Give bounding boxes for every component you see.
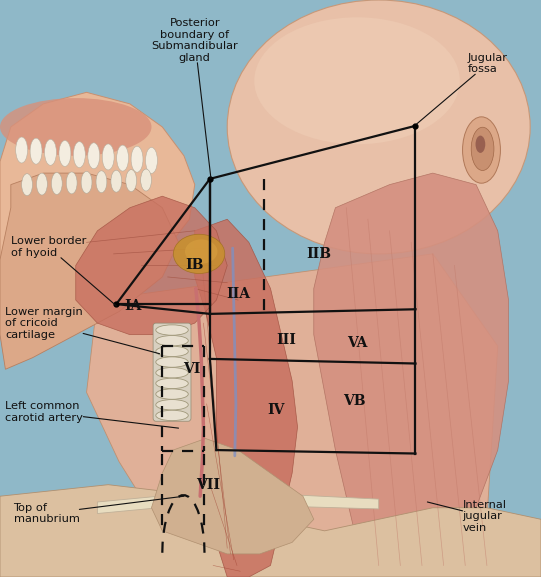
Ellipse shape: [156, 400, 188, 410]
Polygon shape: [151, 439, 314, 554]
Ellipse shape: [185, 239, 217, 264]
Polygon shape: [97, 493, 379, 514]
Ellipse shape: [227, 0, 530, 254]
Text: IIA: IIA: [226, 287, 250, 301]
Text: VA: VA: [347, 336, 367, 350]
Text: Jugular
fossa: Jugular fossa: [417, 53, 508, 124]
Text: III: III: [277, 334, 296, 347]
Text: Left common
carotid artery: Left common carotid artery: [5, 401, 179, 428]
Ellipse shape: [156, 357, 188, 368]
Ellipse shape: [117, 145, 129, 171]
Ellipse shape: [51, 173, 62, 194]
Polygon shape: [0, 173, 179, 369]
Ellipse shape: [30, 138, 42, 164]
Text: IB: IB: [186, 258, 204, 272]
Polygon shape: [0, 92, 195, 346]
Ellipse shape: [131, 147, 143, 173]
Ellipse shape: [156, 335, 188, 346]
Ellipse shape: [146, 148, 157, 174]
Text: Top of
manubrium: Top of manubrium: [14, 496, 184, 524]
Ellipse shape: [44, 139, 56, 165]
Text: Posterior
boundary of
Submandibular
gland: Posterior boundary of Submandibular glan…: [151, 18, 238, 179]
Ellipse shape: [156, 379, 188, 389]
Ellipse shape: [102, 144, 114, 170]
Ellipse shape: [156, 325, 188, 335]
Text: Lower margin
of cricoid
cartilage: Lower margin of cricoid cartilage: [5, 306, 160, 354]
Ellipse shape: [59, 140, 71, 166]
Text: VII: VII: [196, 478, 220, 492]
Text: IV: IV: [267, 403, 285, 417]
Ellipse shape: [463, 117, 500, 183]
Ellipse shape: [16, 137, 28, 163]
Polygon shape: [0, 485, 541, 577]
Text: VI: VI: [183, 362, 201, 376]
Ellipse shape: [471, 127, 494, 171]
Ellipse shape: [156, 410, 188, 421]
Text: VB: VB: [343, 394, 366, 408]
FancyBboxPatch shape: [153, 323, 191, 421]
Ellipse shape: [141, 169, 151, 191]
Polygon shape: [87, 254, 498, 577]
Ellipse shape: [96, 171, 107, 193]
Polygon shape: [195, 219, 298, 577]
Polygon shape: [314, 173, 509, 577]
Ellipse shape: [156, 368, 188, 378]
Text: Internal
jugular
vein: Internal jugular vein: [427, 500, 506, 533]
Polygon shape: [76, 196, 227, 335]
Text: IIB: IIB: [307, 247, 332, 261]
Text: Lower border
of hyoid: Lower border of hyoid: [11, 236, 116, 306]
Ellipse shape: [37, 173, 48, 195]
Ellipse shape: [156, 346, 188, 357]
Ellipse shape: [111, 170, 122, 192]
Ellipse shape: [74, 141, 85, 167]
Ellipse shape: [254, 17, 460, 144]
Ellipse shape: [126, 170, 137, 192]
Ellipse shape: [0, 98, 151, 156]
Ellipse shape: [173, 234, 225, 273]
Text: IA: IA: [124, 299, 141, 313]
Ellipse shape: [476, 136, 485, 153]
Ellipse shape: [22, 174, 32, 196]
Ellipse shape: [67, 172, 77, 194]
Ellipse shape: [88, 143, 100, 169]
Ellipse shape: [81, 171, 92, 193]
Ellipse shape: [156, 389, 188, 399]
